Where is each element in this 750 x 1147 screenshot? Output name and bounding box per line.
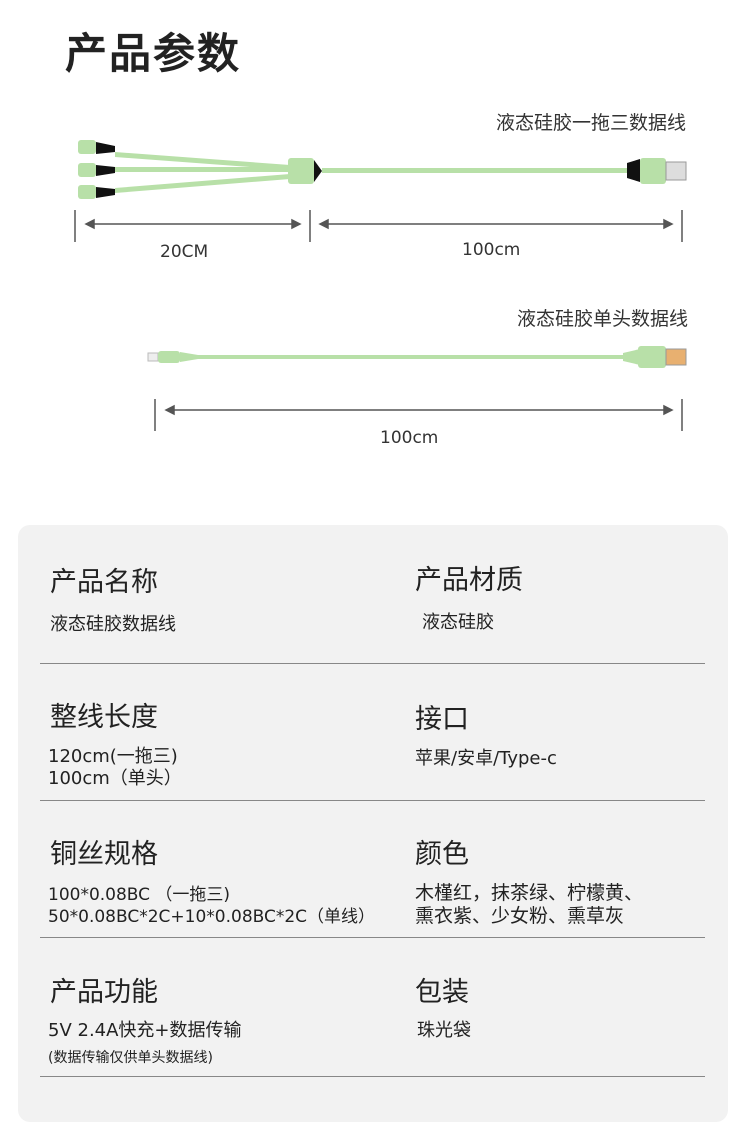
divider (40, 937, 705, 938)
cable2-image (147, 346, 687, 368)
spec-note-function: (数据传输仅供单头数据线) (48, 1050, 213, 1066)
cable2-dim: 100cm (380, 428, 439, 448)
spec-value-package: 珠光袋 (417, 1020, 471, 1041)
cable1-dim-right: 100cm (462, 240, 521, 260)
divider (40, 663, 705, 664)
spec-value-wire-1: 100*0.08BC （一拖三) (48, 885, 231, 905)
divider (40, 800, 705, 801)
spec-label-interface: 接口 (415, 704, 469, 735)
divider (40, 1076, 705, 1077)
cable2-diagram (147, 346, 687, 431)
cable1-caption: 液态硅胶一拖三数据线 (495, 112, 686, 134)
cable1-image (78, 140, 687, 199)
spec-card (18, 525, 728, 1122)
spec-label-wire: 铜丝规格 (50, 839, 158, 870)
spec-value-material: 液态硅胶 (422, 612, 494, 633)
spec-label-material: 产品材质 (415, 565, 523, 596)
spec-value-wire-2: 50*0.08BC*2C+10*0.08BC*2C（单线） (48, 907, 376, 927)
cable1-diagram (74, 140, 687, 242)
spec-value-color-2: 熏衣紫、少女粉、熏草灰 (415, 905, 625, 927)
spec-value-length-2: 100cm（单头） (48, 768, 182, 789)
spec-value-function: 5V 2.4A快充+数据传输 (48, 1020, 242, 1041)
spec-label-name: 产品名称 (50, 567, 158, 598)
spec-label-color: 颜色 (415, 839, 469, 870)
spec-value-interface: 苹果/安卓/Type-c (415, 748, 557, 769)
cable2-caption: 液态硅胶单头数据线 (516, 308, 688, 330)
spec-value-color-1: 木槿红，抹茶绿、柠檬黄、 (415, 882, 644, 904)
spec-label-length: 整线长度 (50, 702, 158, 733)
spec-label-package: 包装 (415, 977, 469, 1008)
spec-value-length-1: 120cm(一拖三) (48, 746, 178, 767)
spec-label-function: 产品功能 (50, 977, 158, 1008)
page-title: 产品参数 (65, 29, 242, 78)
spec-value-name: 液态硅胶数据线 (50, 614, 176, 635)
cable1-dim-left: 20CM (160, 242, 209, 262)
